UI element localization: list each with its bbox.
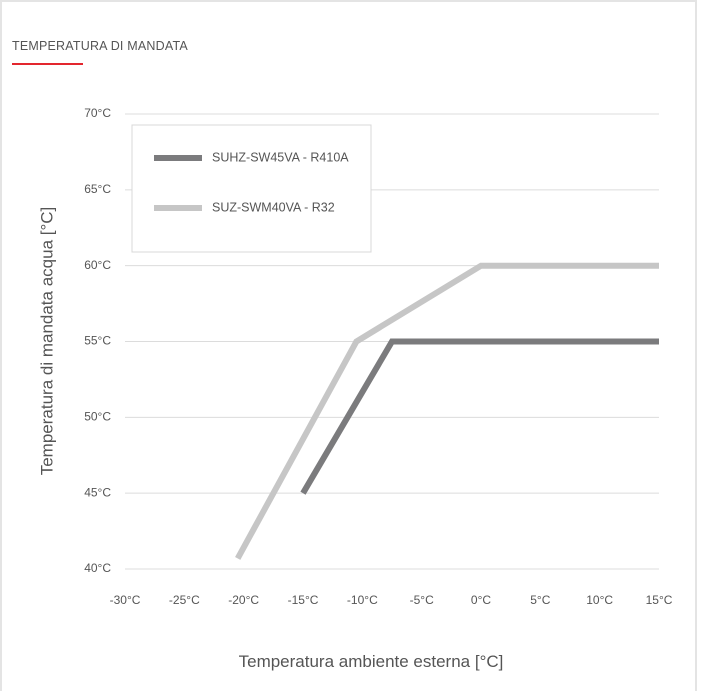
x-tick-label: -15°C bbox=[288, 593, 319, 607]
x-tick-label: 5°C bbox=[530, 593, 550, 607]
x-tick-label: -10°C bbox=[347, 593, 378, 607]
y-tick-labels: 70°C 65°C 60°C 55°C 50°C 45°C 40°C bbox=[84, 106, 111, 575]
legend-label: SUZ-SWM40VA - R32 bbox=[212, 200, 335, 214]
y-tick-label: 70°C bbox=[84, 106, 111, 120]
x-tick-labels: -30°C -25°C -20°C -15°C -10°C -5°C 0°C 5°C 10°C 1… bbox=[110, 593, 673, 607]
legend: SUHZ-SW45VA - R410A SUZ-SWM40VA - R32 bbox=[131, 124, 372, 253]
chart-header-title: TEMPERATURA DI MANDATA bbox=[12, 39, 188, 53]
x-tick-label: -20°C bbox=[228, 593, 259, 607]
series-line-2 bbox=[235, 262, 659, 560]
series-line-1 bbox=[300, 338, 659, 495]
y-axis-title: Temperatura di mandata acqua [°C] bbox=[37, 207, 56, 476]
y-tick-label: 60°C bbox=[84, 258, 111, 272]
y-tick-label: 55°C bbox=[84, 334, 111, 348]
y-tick-label: 50°C bbox=[84, 410, 111, 424]
x-tick-label: -30°C bbox=[110, 593, 141, 607]
y-tick-label: 40°C bbox=[84, 561, 111, 575]
x-tick-label: 0°C bbox=[471, 593, 491, 607]
y-tick-label: 45°C bbox=[84, 485, 111, 499]
x-tick-label: -25°C bbox=[169, 593, 200, 607]
x-axis-title: Temperatura ambiente esterna [°C] bbox=[239, 652, 504, 671]
legend-label: SUHZ-SW45VA - R410A bbox=[212, 150, 349, 164]
x-tick-label: -5°C bbox=[410, 593, 434, 607]
x-tick-label: 10°C bbox=[586, 593, 613, 607]
header-accent-line bbox=[12, 63, 83, 65]
y-tick-label: 65°C bbox=[84, 182, 111, 196]
legend-box bbox=[131, 124, 372, 253]
series-layer bbox=[235, 262, 659, 560]
x-tick-label: 15°C bbox=[646, 593, 673, 607]
